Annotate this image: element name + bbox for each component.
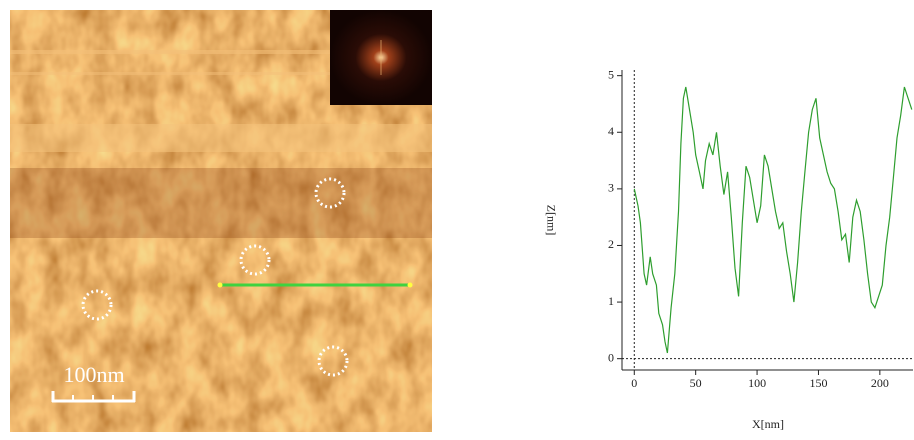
figure: 100nm X[nm] Z[nm] 012345050100150200 (0, 0, 914, 435)
y-tick-label: 5 (608, 67, 614, 81)
y-tick-label: 4 (608, 124, 614, 138)
x-axis-label: X[nm] (752, 417, 784, 431)
y-axis-label: Z[nm] (544, 205, 558, 236)
profile-line (634, 87, 912, 353)
afm-image: 100nm (10, 10, 432, 432)
x-tick-label: 50 (690, 376, 702, 390)
x-tick-label: 0 (631, 376, 637, 390)
y-tick-label: 2 (608, 237, 614, 251)
y-tick-label: 1 (608, 294, 614, 308)
scale-label: 100nm (63, 362, 124, 387)
x-tick-label: 150 (809, 376, 827, 390)
x-tick-label: 200 (871, 376, 889, 390)
y-tick-label: 3 (608, 181, 614, 195)
y-tick-label: 0 (608, 350, 614, 364)
x-tick-label: 100 (748, 376, 766, 390)
